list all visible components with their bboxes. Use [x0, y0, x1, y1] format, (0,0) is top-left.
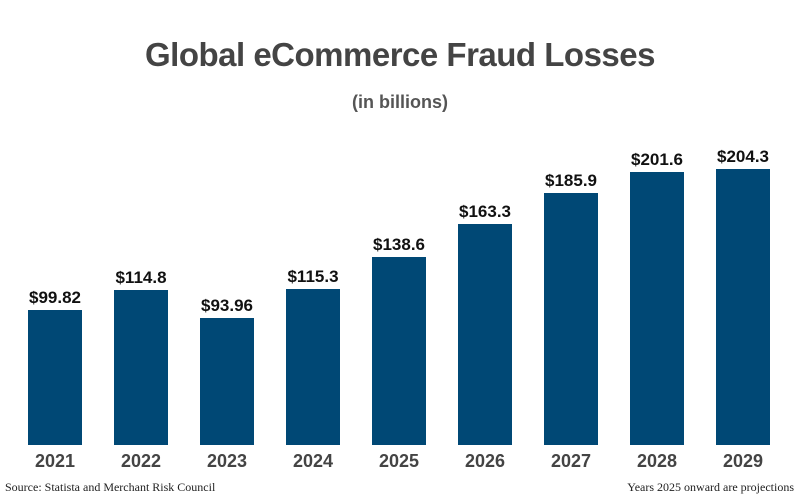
bar-group: $204.3	[716, 147, 770, 445]
projection-note: Years 2025 onward are projections	[627, 480, 794, 494]
bar-value-label: $201.6	[631, 150, 683, 169]
x-axis-label: 2027	[550, 451, 592, 471]
bar-group: $163.3	[458, 202, 512, 445]
bar	[286, 289, 340, 445]
bar	[630, 172, 684, 445]
source-note: Source: Statista and Merchant Risk Counc…	[5, 480, 216, 494]
bar-group: $201.6	[630, 150, 684, 445]
x-axis-label: 2028	[636, 451, 678, 471]
bar-group: $115.3	[286, 267, 340, 445]
bar-group: $185.9	[544, 171, 598, 445]
bar	[114, 290, 168, 445]
x-axis-label: 2026	[464, 451, 506, 471]
bar	[716, 169, 770, 445]
bar	[372, 257, 426, 445]
chart-subtitle: (in billions)	[352, 92, 448, 112]
bar-value-label: $163.3	[459, 202, 511, 221]
x-axis-label: 2021	[34, 451, 76, 471]
x-axis-label: 2025	[378, 451, 420, 471]
bar-value-label: $185.9	[545, 171, 597, 190]
bar	[200, 318, 254, 445]
bar-group: $114.8	[114, 268, 168, 445]
bar-group: $138.6	[372, 235, 426, 445]
bar-value-label: $138.6	[373, 235, 425, 254]
x-axis-label: 2024	[292, 451, 334, 471]
bar-group: $93.96	[200, 296, 254, 445]
bar-value-label: $115.3	[287, 267, 339, 286]
x-axis-label: 2029	[722, 451, 764, 471]
bar	[458, 224, 512, 445]
bar-value-label: $93.96	[201, 296, 253, 315]
bar-value-label: $99.82	[29, 288, 81, 307]
bar-value-label: $204.3	[717, 147, 769, 166]
x-axis-label: 2023	[206, 451, 248, 471]
bar	[28, 310, 82, 445]
bar	[544, 193, 598, 445]
x-axis-label: 2022	[120, 451, 162, 471]
bar-group: $99.82	[28, 288, 82, 445]
bar-value-label: $114.8	[115, 268, 167, 287]
chart-title: Global eCommerce Fraud Losses	[144, 36, 656, 73]
